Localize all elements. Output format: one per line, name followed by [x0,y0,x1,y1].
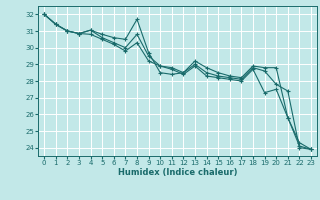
X-axis label: Humidex (Indice chaleur): Humidex (Indice chaleur) [118,168,237,177]
